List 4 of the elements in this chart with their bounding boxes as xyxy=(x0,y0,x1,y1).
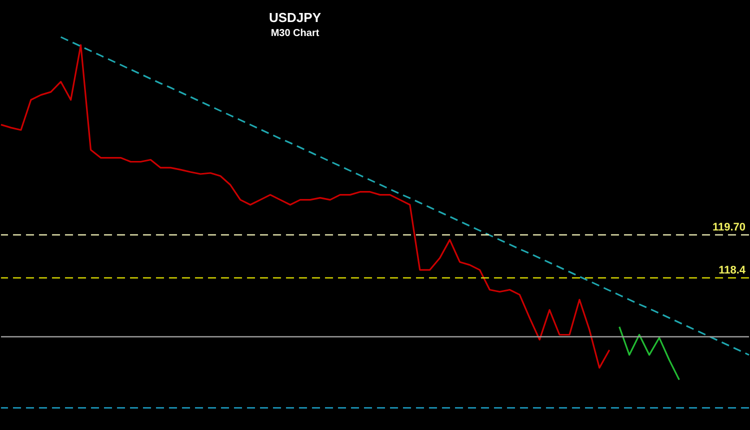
y-tick-label: 118.4 xyxy=(718,264,746,276)
y-tick-label: 119.70 xyxy=(712,221,746,234)
text: USDJPY xyxy=(268,10,322,25)
text: M30 Chart xyxy=(270,28,320,39)
